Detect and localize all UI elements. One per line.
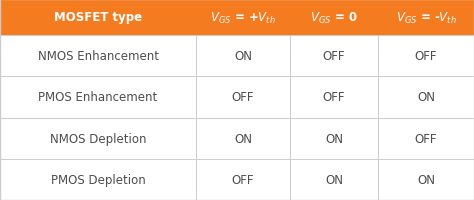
Text: PMOS Depletion: PMOS Depletion — [51, 173, 146, 186]
Text: MOSFET type: MOSFET type — [54, 11, 142, 24]
Text: PMOS Enhancement: PMOS Enhancement — [38, 91, 158, 104]
Text: OFF: OFF — [415, 50, 437, 63]
Text: ON: ON — [417, 91, 435, 104]
Bar — [0, 77, 474, 118]
Text: ON: ON — [325, 132, 343, 145]
Text: OFF: OFF — [323, 50, 345, 63]
Bar — [0, 118, 474, 159]
Text: $V_{GS}$ = -$V_{th}$: $V_{GS}$ = -$V_{th}$ — [396, 10, 456, 25]
Text: OFF: OFF — [415, 132, 437, 145]
Text: ON: ON — [417, 173, 435, 186]
Text: $V_{GS}$ = 0: $V_{GS}$ = 0 — [310, 10, 358, 25]
Text: NMOS Depletion: NMOS Depletion — [50, 132, 146, 145]
Bar — [0, 159, 474, 200]
Text: OFF: OFF — [232, 173, 254, 186]
Bar — [0, 36, 474, 77]
Text: OFF: OFF — [323, 91, 345, 104]
Text: ON: ON — [325, 173, 343, 186]
Text: NMOS Enhancement: NMOS Enhancement — [37, 50, 158, 63]
Text: ON: ON — [234, 132, 252, 145]
Text: $V_{GS}$ = +$V_{th}$: $V_{GS}$ = +$V_{th}$ — [210, 10, 276, 25]
Text: OFF: OFF — [232, 91, 254, 104]
Text: ON: ON — [234, 50, 252, 63]
Bar — [0, 0, 474, 36]
